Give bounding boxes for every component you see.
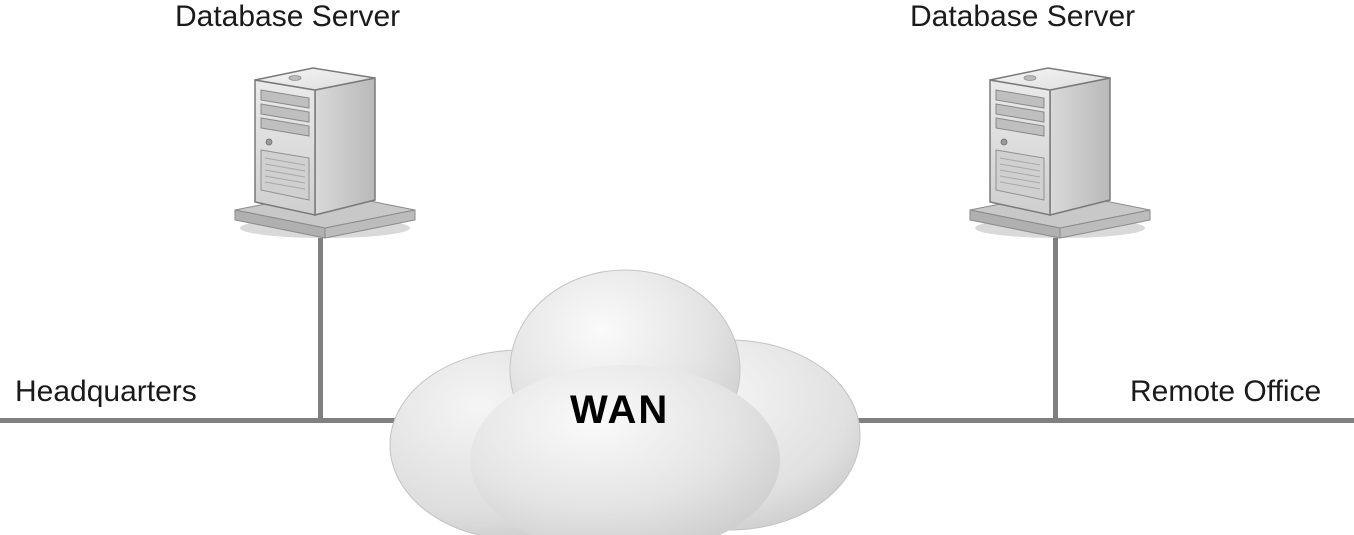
drop-left xyxy=(318,225,323,423)
drop-right xyxy=(1053,225,1058,423)
server-right-icon xyxy=(960,50,1160,240)
site-left-label: Headquarters xyxy=(15,375,197,409)
site-right-label: Remote Office xyxy=(1130,375,1321,409)
server-left-icon xyxy=(225,50,425,240)
server-right-label: Database Server xyxy=(910,0,1135,34)
baseline-right xyxy=(830,418,1354,423)
server-left-label: Database Server xyxy=(175,0,400,34)
wan-cloud-label: WAN xyxy=(570,388,669,433)
